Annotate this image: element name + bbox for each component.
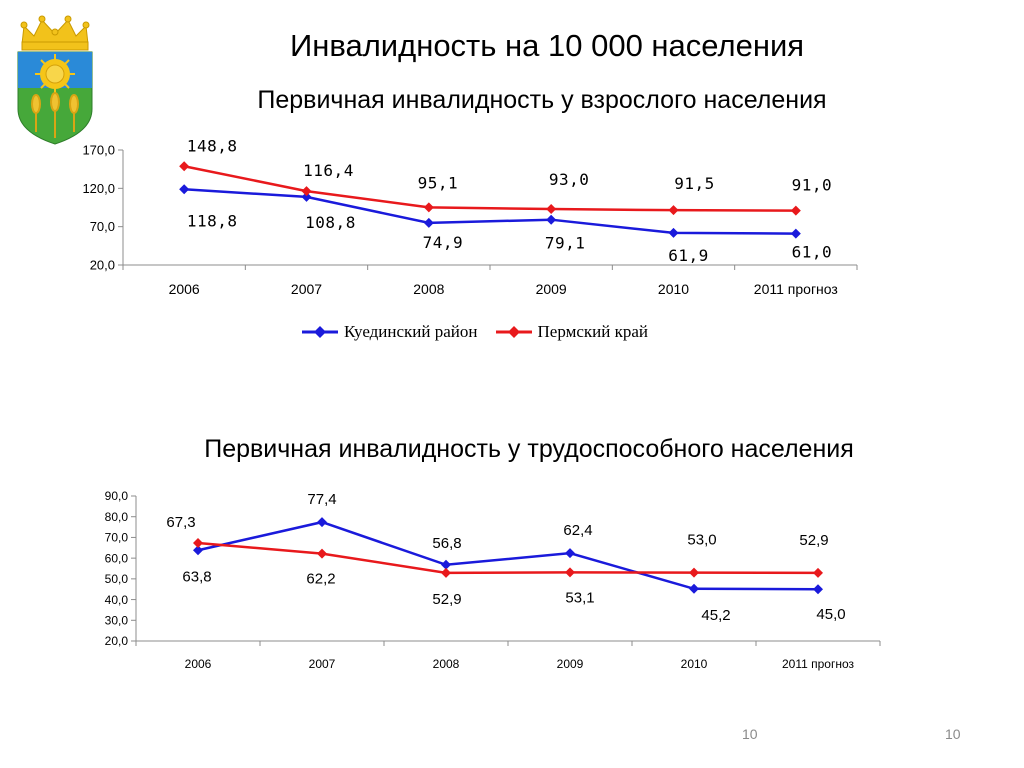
data-label: 91,5 <box>674 174 715 193</box>
chart2-title: Первичная инвалидность у трудоспособного… <box>204 435 854 463</box>
x-tick-label: 2007 <box>309 657 336 671</box>
y-tick-label: 120,0 <box>82 181 115 196</box>
data-point-marker <box>813 567 823 578</box>
legend-label-series2: Пермский край <box>537 322 648 341</box>
data-label: 63,8 <box>182 568 211 585</box>
x-tick-label: 2008 <box>413 281 444 297</box>
data-label: 52,9 <box>432 591 461 608</box>
data-point-marker <box>179 184 190 195</box>
y-tick-label: 70,0 <box>90 219 115 234</box>
series-line-2 <box>183 165 796 212</box>
legend-marker-series1 <box>302 326 338 338</box>
data-label: 56,8 <box>432 535 461 552</box>
data-point-marker <box>301 186 312 197</box>
data-label: 118,8 <box>187 211 238 230</box>
data-point-marker <box>790 205 801 216</box>
legend-item-series2: Пермский край <box>495 322 648 342</box>
data-point-marker <box>668 205 679 216</box>
data-label: 53,1 <box>565 589 594 606</box>
data-label: 91,0 <box>792 176 833 195</box>
series-line-2 <box>197 541 819 575</box>
data-point-marker <box>565 567 575 578</box>
y-tick-label: 90,0 <box>105 489 129 503</box>
data-label: 74,9 <box>423 233 464 252</box>
data-label: 116,4 <box>303 161 354 180</box>
data-point-marker <box>179 161 190 172</box>
data-point-marker <box>546 214 557 225</box>
x-tick-label: 2006 <box>169 281 200 297</box>
data-label: 61,9 <box>668 246 709 265</box>
legend-marker-series2 <box>495 326 532 338</box>
x-tick-label: 2006 <box>185 657 212 671</box>
data-label: 52,9 <box>799 532 828 549</box>
data-point-marker <box>441 559 451 570</box>
y-tick-label: 20,0 <box>90 258 115 273</box>
data-label: 53,0 <box>687 532 716 549</box>
x-tick-label: 2008 <box>433 657 460 671</box>
x-tick-label: 2010 <box>658 281 689 297</box>
y-tick-label: 80,0 <box>105 510 129 524</box>
data-label: 148,8 <box>187 136 238 155</box>
page-number-left: 10 <box>742 726 758 742</box>
data-point-marker <box>423 202 434 213</box>
coat-of-arms-icon <box>17 15 93 145</box>
page-number-right: 10 <box>945 726 961 742</box>
data-point-marker <box>193 538 203 549</box>
y-tick-label: 50,0 <box>105 572 129 586</box>
data-label: 62,4 <box>563 522 592 539</box>
data-point-marker <box>317 517 327 528</box>
x-tick-label: 2009 <box>557 657 584 671</box>
data-point-marker <box>317 548 327 559</box>
data-point-marker <box>193 545 203 556</box>
x-tick-label: 2007 <box>291 281 322 297</box>
data-point-marker <box>689 567 699 578</box>
data-point-marker <box>546 204 557 215</box>
data-point-marker <box>423 217 434 228</box>
data-point-marker <box>441 567 451 578</box>
x-tick-label: 2011 прогноз <box>782 657 855 671</box>
x-tick-label: 2010 <box>681 657 708 671</box>
data-label: 95,1 <box>418 173 459 192</box>
data-point-marker <box>790 228 801 239</box>
data-label: 45,2 <box>701 607 730 624</box>
data-label: 62,2 <box>306 571 335 588</box>
slide-title: Инвалидность на 10 000 населения <box>289 28 805 63</box>
y-tick-label: 40,0 <box>105 593 129 607</box>
data-label: 61,0 <box>792 243 833 262</box>
data-label: 79,1 <box>545 234 586 253</box>
x-tick-label: 2009 <box>536 281 567 297</box>
data-point-marker <box>301 191 312 202</box>
data-point-marker <box>565 548 575 559</box>
data-point-marker <box>689 583 699 594</box>
y-tick-label: 70,0 <box>105 531 129 545</box>
data-label: 67,3 <box>166 514 195 531</box>
legend-item-series1: Куединский район <box>302 322 478 342</box>
x-tick-label: 2011 прогноз <box>754 281 838 297</box>
y-tick-label: 170,0 <box>82 143 115 158</box>
chart1-legend: Куединский район Пермский край <box>302 320 648 344</box>
y-tick-label: 60,0 <box>105 551 129 565</box>
data-point-marker <box>668 227 679 238</box>
y-tick-label: 20,0 <box>105 634 129 648</box>
chart1-title: Первичная инвалидность у взрослого насел… <box>257 86 827 114</box>
legend-label-series1: Куединский район <box>344 322 478 341</box>
series-line-1 <box>197 520 819 591</box>
data-label: 45,0 <box>816 606 845 623</box>
series-line-1 <box>184 188 796 235</box>
y-tick-label: 30,0 <box>105 613 129 627</box>
data-point-marker <box>813 584 823 595</box>
data-label: 93,0 <box>549 170 590 189</box>
data-label: 108,8 <box>305 213 356 232</box>
data-label: 77,4 <box>307 491 336 508</box>
